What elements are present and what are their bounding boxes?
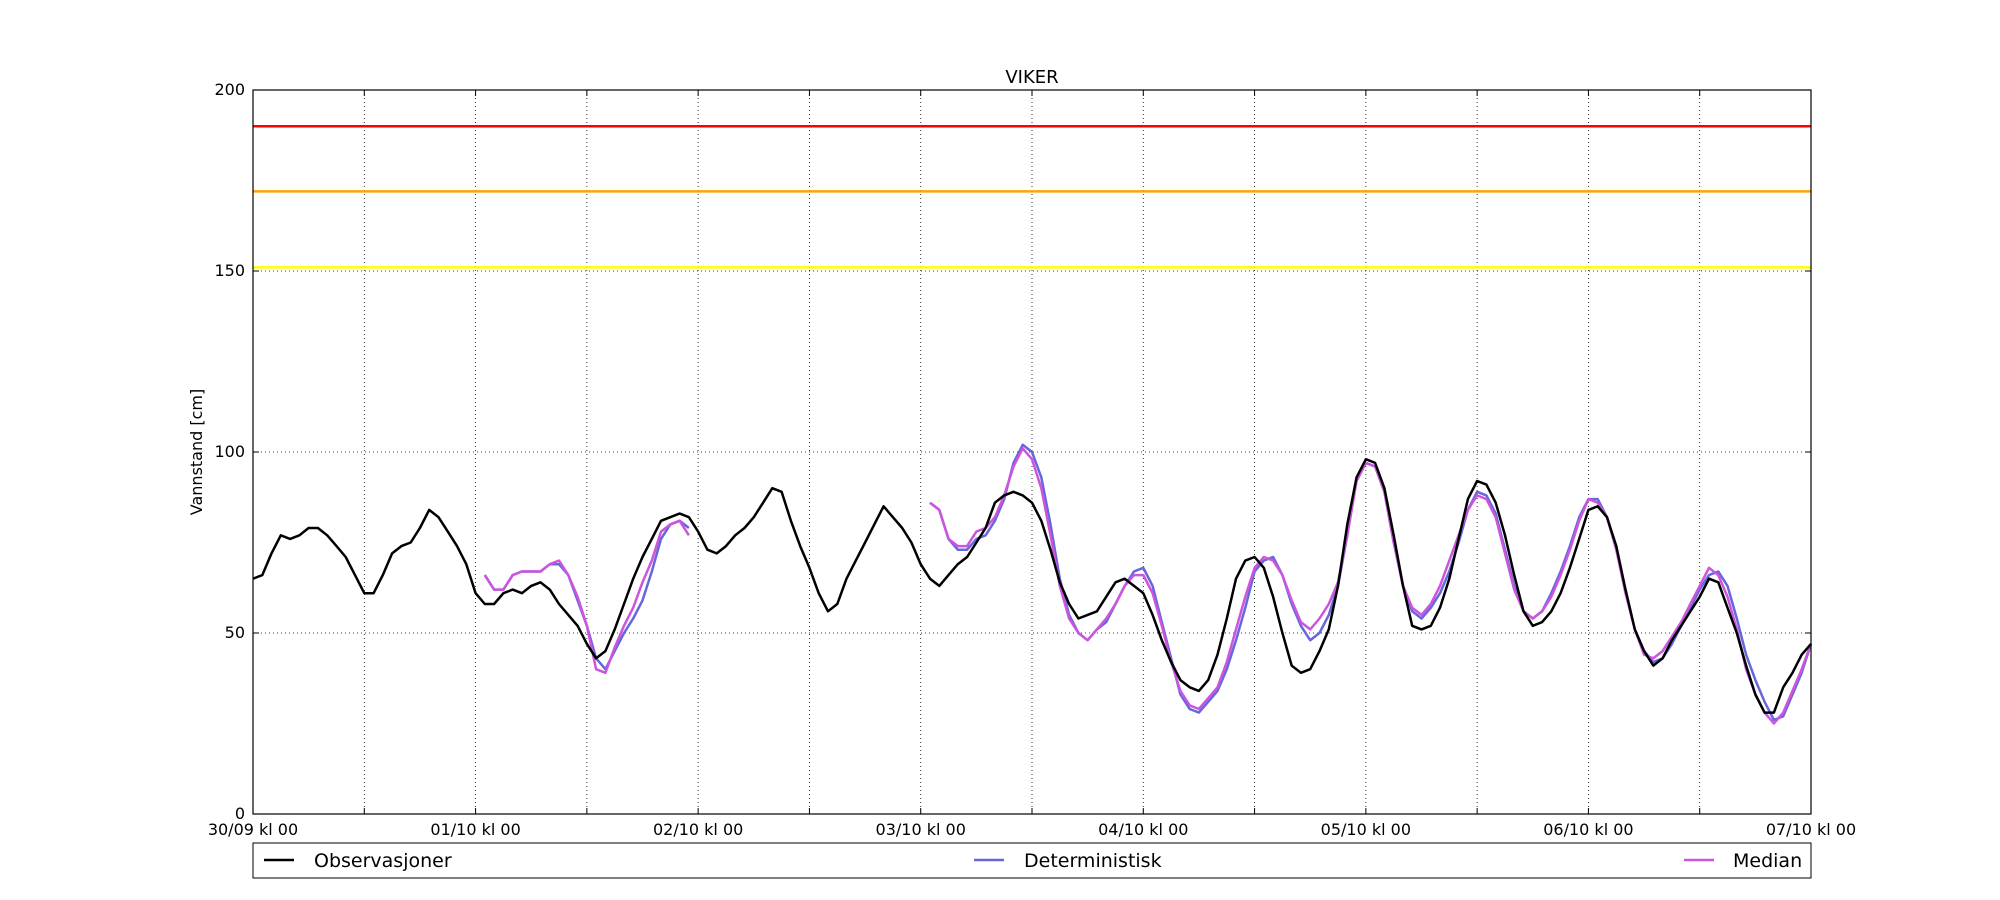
legend-label-deterministisk: Deterministisk: [1024, 850, 1162, 872]
grid: [253, 90, 1811, 814]
threshold-lines: [253, 124, 1811, 269]
y-tick-label-50: 50: [225, 623, 245, 642]
x-tick-label-7: 07/10 kl 00: [1766, 820, 1856, 839]
x-tick-label-6: 06/10 kl 00: [1543, 820, 1633, 839]
y-tick-label-150: 150: [214, 261, 245, 280]
y-tick-label-200: 200: [214, 80, 245, 99]
series-line-median-1: [929, 447, 1813, 725]
x-tick-label-3: 03/10 kl 00: [876, 820, 966, 839]
axis-ticks: 0 50 100 150 200 30/09 kl 00 01/10 kl 00 02/10 …: [208, 80, 1856, 839]
series-lines: [252, 443, 1813, 725]
series-line-observasjoner-0: [252, 457, 1812, 714]
legend: Observasjoner Deterministisk Median: [252, 842, 1812, 879]
series-line-deterministisk-1: [929, 443, 1813, 722]
x-tick-label-2: 02/10 kl 00: [653, 820, 743, 839]
y-axis-label: Vannstand [cm]: [187, 389, 206, 515]
chart-title: VIKER: [1005, 67, 1058, 88]
y-tick-label-0: 0: [235, 804, 245, 823]
legend-label-observasjoner: Observasjoner: [314, 850, 452, 872]
legend-label-median: Median: [1733, 850, 1802, 872]
x-tick-label-0: 30/09 kl 00: [208, 820, 298, 839]
series-line-median-0: [483, 519, 690, 675]
legend-box: [252, 842, 1812, 879]
x-tick-label-1: 01/10 kl 00: [430, 820, 520, 839]
x-tick-label-5: 05/10 kl 00: [1321, 820, 1411, 839]
x-tick-label-4: 04/10 kl 00: [1098, 820, 1188, 839]
y-tick-label-100: 100: [214, 442, 245, 461]
